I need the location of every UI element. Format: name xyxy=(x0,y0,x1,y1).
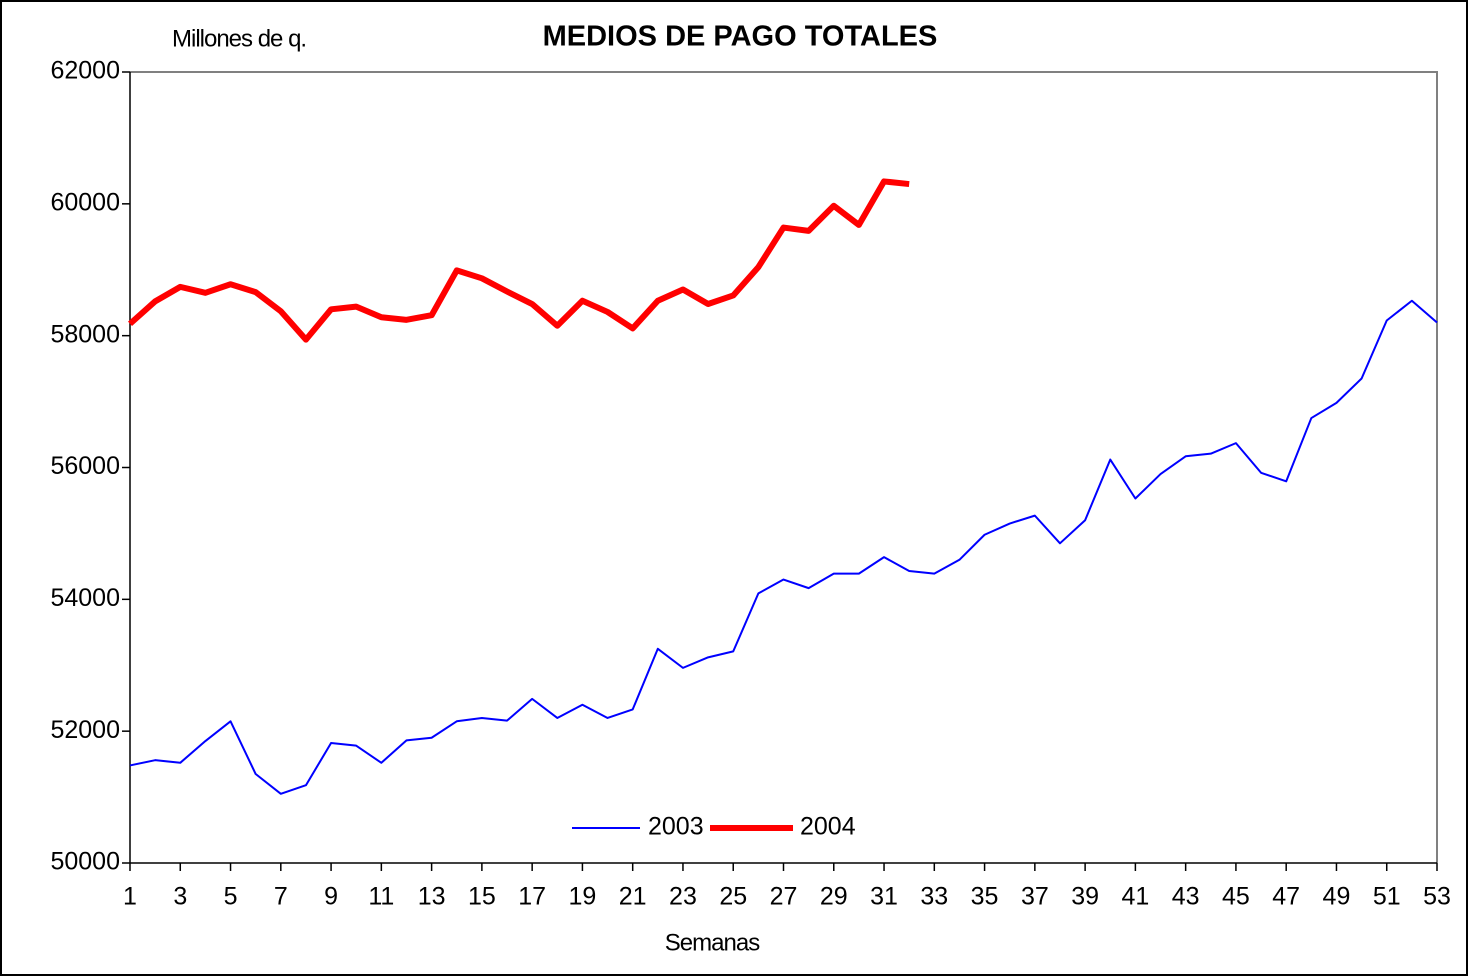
x-tick-label: 35 xyxy=(971,883,999,911)
x-tick-label: 23 xyxy=(669,883,697,911)
y-tick-label: 54000 xyxy=(50,584,120,612)
x-tick-label: 43 xyxy=(1172,883,1200,911)
x-tick-label: 41 xyxy=(1121,883,1149,911)
y-tick-label: 58000 xyxy=(50,320,120,348)
y-axis-label: Millones de q. xyxy=(172,25,306,52)
x-tick-label: 49 xyxy=(1323,883,1351,911)
x-tick-label: 15 xyxy=(468,883,496,911)
y-tick-label: 50000 xyxy=(50,848,120,876)
x-tick-label: 39 xyxy=(1071,883,1099,911)
y-tick-label: 56000 xyxy=(50,452,120,480)
x-tick-label: 5 xyxy=(224,883,238,911)
y-tick-label: 60000 xyxy=(50,188,120,216)
x-tick-label: 9 xyxy=(324,883,338,911)
x-tick-label: 45 xyxy=(1222,883,1250,911)
x-tick-label: 7 xyxy=(274,883,288,911)
legend-label: 2003 xyxy=(648,813,704,841)
x-tick-label: 17 xyxy=(518,883,546,911)
chart-title: MEDIOS DE PAGO TOTALES xyxy=(543,21,938,53)
x-tick-label: 31 xyxy=(870,883,898,911)
x-tick-label: 3 xyxy=(173,883,187,911)
x-tick-label: 25 xyxy=(719,883,747,911)
series-line xyxy=(129,299,1438,795)
x-tick-label: 27 xyxy=(770,883,798,911)
legend-label: 2004 xyxy=(800,813,856,841)
x-tick-label: 11 xyxy=(368,883,394,911)
x-tick-label: 37 xyxy=(1021,883,1049,911)
x-tick-label: 21 xyxy=(619,883,647,911)
x-tick-label: 1 xyxy=(123,883,137,911)
y-tick-label: 62000 xyxy=(50,57,120,85)
x-tick-label: 51 xyxy=(1373,883,1401,911)
x-tick-label: 19 xyxy=(569,883,597,911)
x-tick-label: 29 xyxy=(820,883,848,911)
x-tick-label: 33 xyxy=(920,883,948,911)
x-axis-label: Semanas xyxy=(665,929,760,956)
x-tick-label: 13 xyxy=(418,883,446,911)
y-tick-label: 52000 xyxy=(50,716,120,744)
plot-border xyxy=(130,71,1438,863)
x-tick-label: 47 xyxy=(1272,883,1300,911)
series-line xyxy=(128,178,910,343)
x-tick-label: 53 xyxy=(1423,883,1451,911)
